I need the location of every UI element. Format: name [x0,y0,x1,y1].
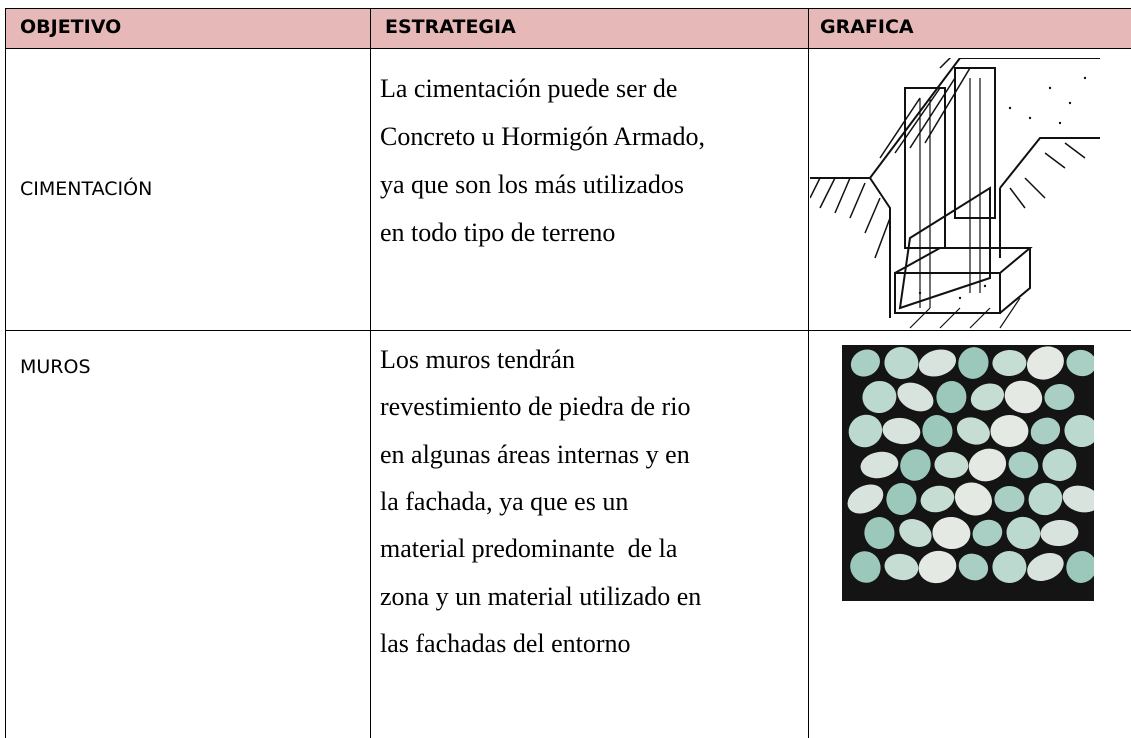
border [5,48,1131,49]
objective: CIMENTACIÓN [20,178,153,200]
pebble [972,519,1003,547]
pebble [884,553,919,581]
strategy-line: ya que son los más utilizados [380,170,685,199]
header-cell: OBJETIVO [20,16,122,38]
pebble [847,484,884,514]
pebble [850,551,881,583]
pebble [954,482,992,516]
pebble [1064,414,1094,448]
pebble [918,349,957,377]
pebble [1040,519,1079,547]
pebble [860,451,899,479]
pebble [1028,482,1063,516]
border [370,8,371,738]
pebble [970,383,1004,411]
strategy-line: revestimiento de piedra de rio [380,392,691,422]
pebble [1030,417,1061,445]
pebble [992,550,1027,584]
pebble [848,414,883,448]
pebble [934,451,969,479]
header-row [5,8,1131,48]
pebble [918,550,957,584]
pebble [958,553,989,581]
border [5,330,1131,331]
pebble [922,415,953,447]
pebble [886,483,917,515]
pebble [1027,553,1064,581]
pebble [1008,451,1039,479]
pebbles-photo [842,345,1094,601]
strategy-line: la fachada, ya que es un [380,486,629,516]
strategy-line: en algunas áreas internas y en [380,439,690,469]
strategy-line: zona y un material utilizado en [380,581,702,611]
pebble [958,347,989,379]
strategy-line: en todo tipo de terreno [380,218,616,247]
pebble [994,486,1025,512]
pebble [990,414,1029,448]
strategy-line: Los muros tendrán [380,345,575,374]
pebble [932,516,971,550]
border [5,8,6,738]
pebble [864,517,895,549]
pebble [1044,383,1075,411]
header-cell: GRAFICA [820,16,914,38]
pebble [1042,448,1077,482]
objective: MUROS [20,356,91,378]
pebble [1066,551,1094,583]
pebble [992,349,1027,377]
strategy-line: material predominante de la [380,534,678,564]
pebble [899,519,932,547]
pebble [936,381,967,413]
pebble [900,449,931,481]
header-cell: ESTRATEGIA [385,16,516,38]
strategy-line: Concreto u Hormigón Armado, [380,122,705,151]
pebble [1062,485,1094,513]
pebble [884,346,919,380]
pebble [1006,516,1041,550]
pebble [897,382,934,412]
pebble [1026,346,1064,380]
pebble [920,485,955,513]
pebble [1004,380,1043,414]
border [808,8,809,738]
strategy-line: las fachadas del entorno [380,628,631,658]
pebble [862,380,897,414]
pebble [956,417,990,445]
foundation-drawing [810,58,1100,329]
pebble [882,417,921,445]
border [5,8,1131,9]
pebble [968,448,1007,482]
pebble [850,349,880,377]
pebble [1066,349,1094,377]
strategy-line: La cimentación puede ser de [380,74,678,103]
